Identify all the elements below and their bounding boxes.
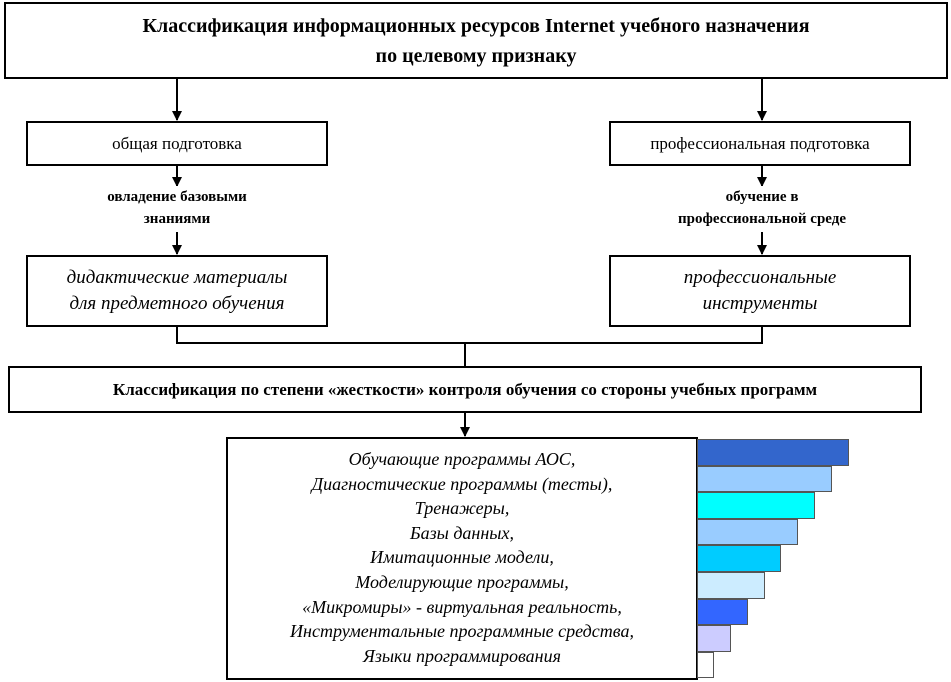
program-type-item: «Микромиры» - виртуальная реальность,: [302, 596, 622, 617]
rigidity-bar: [697, 465, 832, 493]
general-training-edge-label: овладение базовыми знаниями: [60, 186, 294, 230]
rigidity-classification-box: Классификация по степени «жесткости» кон…: [8, 366, 922, 413]
header-line-1: Классификация информационных ресурсов In…: [142, 14, 810, 37]
professional-training-label: профессиональная подготовка: [650, 133, 870, 153]
general-edge-line-1: овладение базовыми: [107, 189, 247, 205]
program-type-item: Базы данных,: [410, 522, 514, 543]
program-types-list: Обучающие программы АОС, Диагностические…: [226, 437, 698, 680]
rigidity-bar: [697, 572, 765, 599]
rigidity-bar: [697, 439, 849, 466]
didactic-line-1: дидактические материалы: [66, 267, 288, 288]
program-type-item: Имитационные модели,: [370, 547, 554, 568]
didactic-materials-box: дидактические материалы для предметного …: [26, 255, 328, 327]
rigidity-bar: [697, 492, 815, 519]
professional-instruments-box: профессиональные инструменты: [609, 255, 911, 327]
general-edge-line-2: знаниями: [143, 211, 211, 227]
program-type-item: Обучающие программы АОС,: [348, 449, 576, 469]
rigidity-bar: [697, 545, 781, 572]
rigidity-bar: [697, 651, 714, 679]
professional-edge-line-2: профессиональной среде: [677, 211, 847, 227]
professional-training-box: профессиональная подготовка: [609, 121, 911, 166]
professional-training-edge-label: обучение в профессиональной среде: [630, 186, 894, 230]
main-classification-header: Классификация информационных ресурсов In…: [4, 2, 948, 79]
rigidity-bar: [697, 518, 798, 546]
program-type-item: Диагностические программы (тесты),: [311, 473, 613, 494]
rigidity-bar: [697, 625, 731, 652]
general-training-label: общая подготовка: [112, 133, 242, 153]
rigidity-bar: [697, 598, 748, 626]
professional-edge-line-1: обучение в: [725, 189, 799, 205]
program-type-item: Языки программирования: [363, 645, 561, 666]
instruments-line-1: профессиональные: [683, 267, 837, 288]
didactic-line-2: для предметного обучения: [69, 293, 285, 314]
header-line-2: по целевому признаку: [375, 44, 577, 67]
program-type-item: Тренажеры,: [414, 498, 510, 519]
general-training-box: общая подготовка: [26, 121, 328, 166]
program-type-item: Инструментальные программные средства,: [290, 621, 634, 642]
merge-connector: [176, 327, 763, 344]
instruments-line-2: инструменты: [702, 293, 818, 314]
rigidity-classification-label: Классификация по степени «жесткости» кон…: [112, 379, 818, 399]
program-type-item: Моделирующие программы,: [355, 571, 569, 592]
